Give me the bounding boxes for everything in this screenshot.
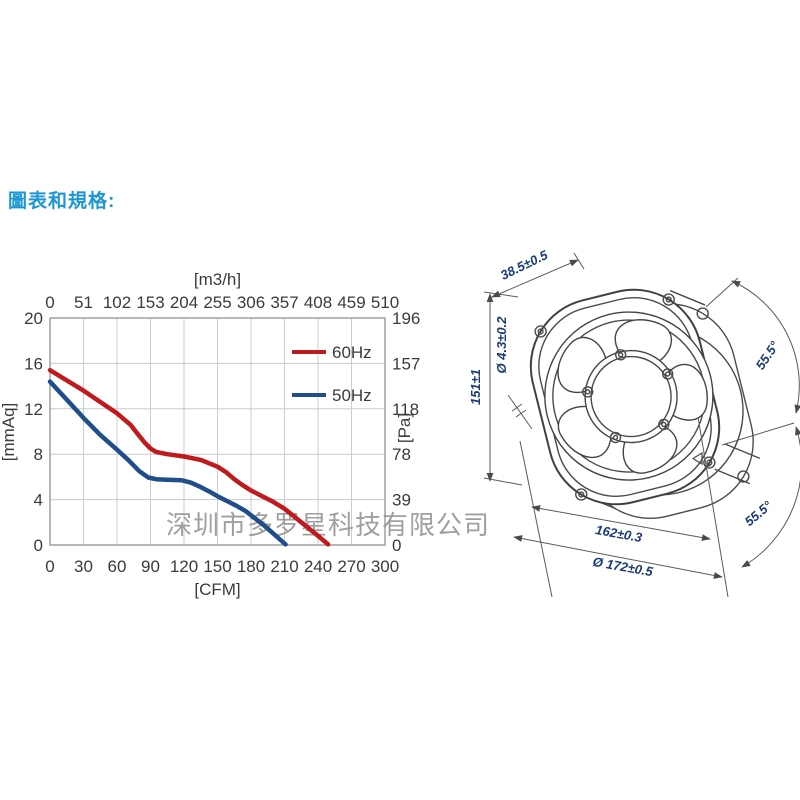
- page-title: 圖表和規格:: [8, 191, 116, 212]
- dim-height: 151±1: [470, 291, 523, 486]
- fan-venturi: [544, 311, 714, 481]
- y-right-tick: 196: [392, 309, 420, 328]
- x-bottom-tick: 180: [237, 557, 265, 576]
- dim-height-label: 151±1: [470, 369, 483, 405]
- x-bottom-tick: 270: [337, 557, 365, 576]
- curve-50Hz: [47, 379, 288, 547]
- x-top-tick: 306: [237, 293, 265, 312]
- dim-mounting-hole-label: Ø 4.3±0.2: [494, 316, 509, 374]
- y-left-tick: 12: [24, 400, 43, 419]
- curve-60Hz: [47, 367, 331, 547]
- y-right-tick: 118: [392, 400, 419, 419]
- chart-legend: 60Hz 50Hz: [292, 343, 372, 405]
- x-top-tick: 255: [203, 293, 231, 312]
- x-top-tick: 0: [45, 293, 54, 312]
- legend-label-60Hz: 60Hz: [332, 343, 372, 362]
- x-bottom-tick: 60: [108, 557, 127, 576]
- x-top-tick: 459: [337, 293, 365, 312]
- fan-hub-rivets: [581, 349, 674, 444]
- x-top-tick: 204: [170, 293, 198, 312]
- y-left-tick: 20: [24, 309, 43, 328]
- y-left-tick: 16: [24, 354, 43, 373]
- chart-axis-labels: 0051301026015390204120255150306180357210…: [0, 270, 420, 599]
- x-bottom-tick: 240: [304, 557, 332, 576]
- x-bottom-axis-label: [CFM]: [194, 580, 240, 599]
- x-top-tick: 51: [74, 293, 93, 312]
- y-left-tick: 4: [34, 491, 43, 510]
- dim-angle-bottom: 55.5°: [721, 422, 800, 568]
- x-top-tick: 408: [304, 293, 332, 312]
- x-bottom-tick: 120: [170, 557, 198, 576]
- x-top-axis-label: [m3/h]: [194, 270, 241, 289]
- dim-angle-top: 55.5°: [705, 277, 800, 414]
- x-top-tick: 102: [103, 293, 131, 312]
- y-left-tick: 8: [34, 445, 43, 464]
- x-bottom-tick: 300: [371, 557, 399, 576]
- chart-border: [49, 317, 386, 546]
- dim-angle-bottom-label: 55.5°: [742, 497, 776, 529]
- x-top-tick: 153: [136, 293, 164, 312]
- chart-svg: 0051301026015390204120255150306180357210…: [0, 270, 490, 599]
- y-left-axis-label: [mmAq]: [0, 403, 18, 462]
- y-right-tick: 39: [392, 491, 411, 510]
- fan-hub: [581, 349, 678, 444]
- dim-depth: 38.5±0.5: [491, 247, 585, 298]
- x-bottom-tick: 210: [270, 557, 298, 576]
- y-right-tick: 0: [392, 536, 401, 555]
- y-left-tick: 0: [34, 536, 43, 555]
- x-bottom-tick: 30: [74, 557, 93, 576]
- x-bottom-tick: 150: [203, 557, 231, 576]
- watermark: 深圳市多罗星科技有限公司: [166, 510, 490, 540]
- dim-depth-label: 38.5±0.5: [498, 247, 551, 283]
- y-right-axis-label: [Pa]: [395, 413, 414, 443]
- fan-blades: [557, 319, 708, 474]
- legend-label-50Hz: 50Hz: [332, 386, 372, 405]
- fan-drawing: 151±1 Ø 4.3±0.2 38.5±0.5 55.5° 55.5°: [470, 247, 800, 598]
- performance-chart: 0 0 51 30 102 60 153 90 204 120 255 150 306 180 357 210…: [0, 250, 500, 610]
- x-top-tick: 357: [270, 293, 298, 312]
- y-right-tick: 157: [392, 354, 420, 373]
- y-right-tick: 78: [392, 445, 411, 464]
- fan-rotation-marker: [691, 451, 711, 467]
- x-bottom-tick: 0: [45, 557, 54, 576]
- x-top-tick: 510: [371, 293, 399, 312]
- dim-mounting-hole: Ø 4.3±0.2: [494, 316, 533, 430]
- x-bottom-tick: 90: [141, 557, 160, 576]
- dim-angle-top-label: 55.5°: [753, 338, 783, 372]
